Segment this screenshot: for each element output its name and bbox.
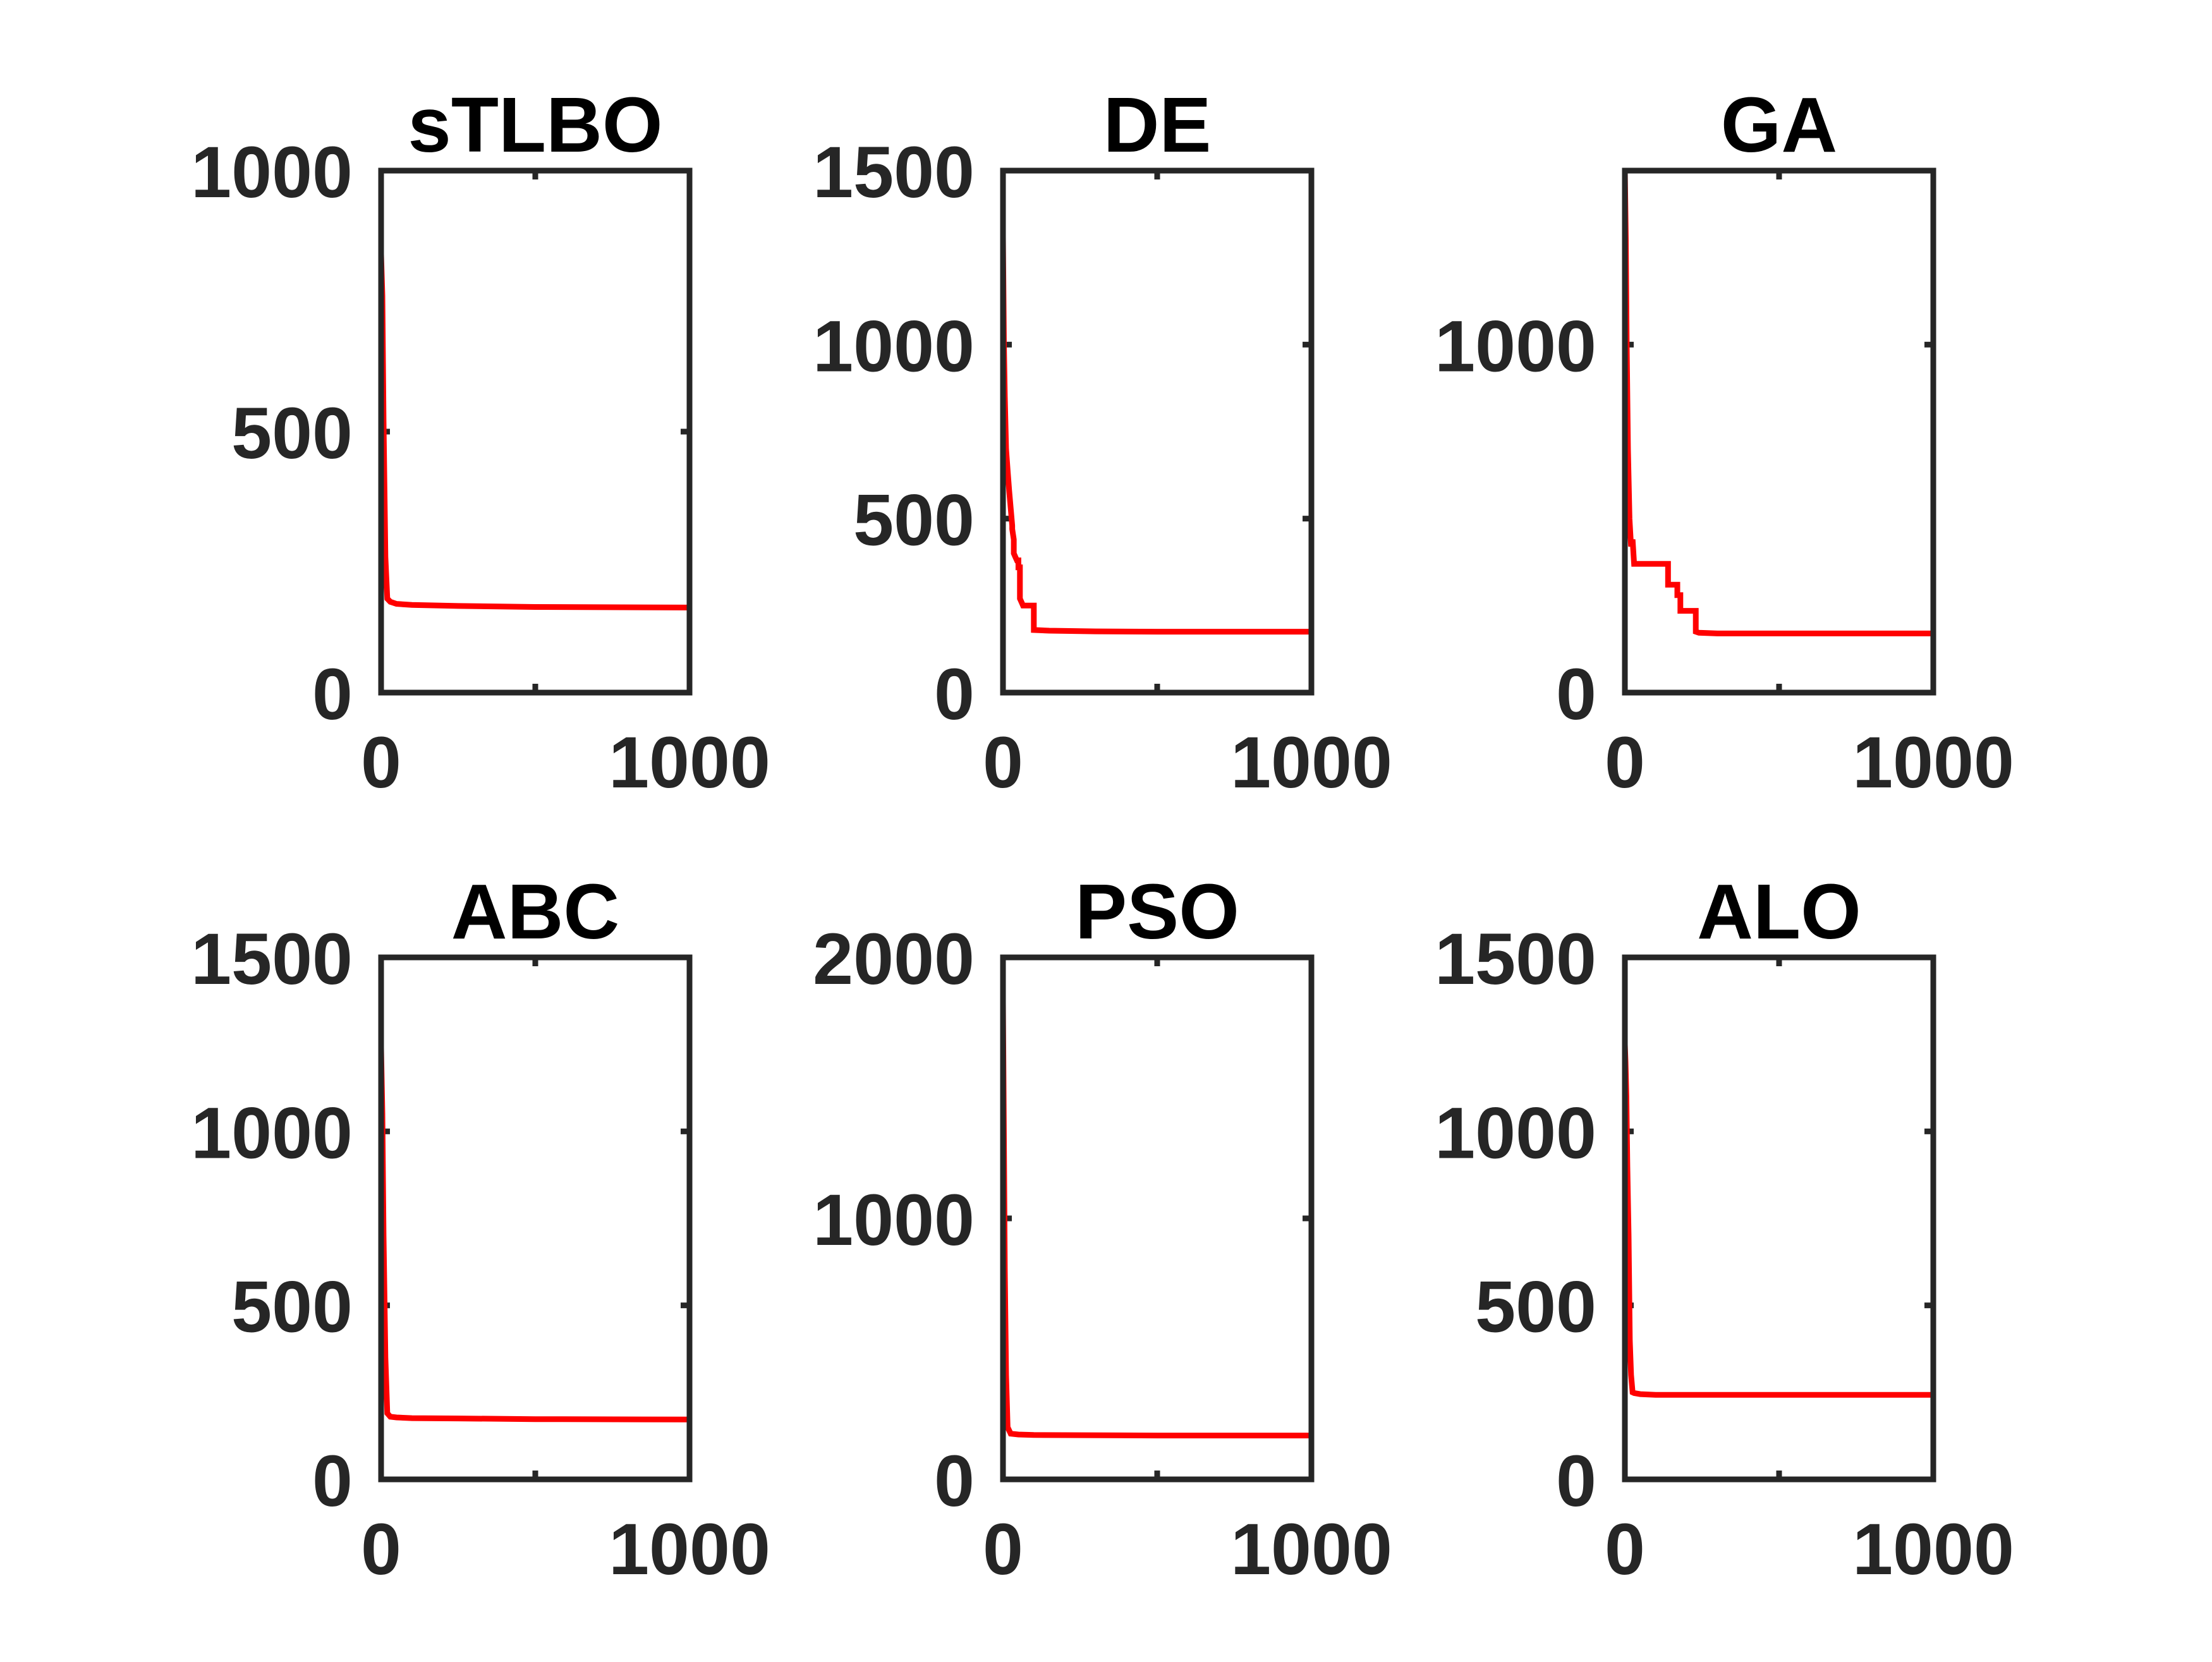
- y-tick-label: 500: [231, 393, 353, 474]
- x-tick-label: 1000: [1231, 722, 1392, 803]
- x-tick-label: 0: [983, 722, 1023, 803]
- axes-box: [1000, 167, 1315, 696]
- axes-box: [1622, 954, 1936, 1483]
- x-tick-label: 0: [361, 722, 401, 803]
- x-tick-label: 1000: [609, 722, 770, 803]
- y-tick-label: 0: [1556, 1441, 1596, 1522]
- series-line: [1000, 1002, 1311, 1439]
- tick-marks: [378, 954, 693, 1483]
- subplot-title: GA: [1721, 82, 1838, 169]
- y-tick-label: 0: [312, 1441, 353, 1522]
- x-tick-label: 1000: [1852, 1509, 2014, 1590]
- y-tick-label: 1000: [191, 132, 353, 213]
- series-line: [1622, 170, 1933, 636]
- y-tick-label: 0: [1556, 654, 1596, 735]
- y-tick-label: 0: [312, 654, 353, 735]
- subplot-stlbo: sTLBO 0 1000 0 500 1000: [191, 82, 770, 803]
- y-tick-label: 1500: [813, 132, 975, 213]
- tick-marks: [1000, 954, 1315, 1483]
- axes-box: [1000, 954, 1315, 1483]
- subplot-ga: GA 0 1000 0 1000: [1435, 82, 2014, 803]
- x-tick-label: 0: [361, 1509, 401, 1590]
- subplot-title: ABC: [451, 869, 619, 955]
- subplot-title: sTLBO: [408, 82, 662, 169]
- series-line: [378, 254, 690, 610]
- x-tick-label: 0: [1605, 1509, 1645, 1590]
- y-tick-label: 0: [934, 1441, 975, 1522]
- y-tick-label: 1000: [813, 1180, 975, 1261]
- y-tick-label: 1000: [1435, 306, 1596, 387]
- y-tick-label: 2000: [813, 919, 975, 1000]
- subplot-title: PSO: [1075, 869, 1239, 955]
- x-tick-label: 1000: [1231, 1509, 1392, 1590]
- tick-marks: [1000, 167, 1315, 696]
- series-line: [378, 1048, 690, 1422]
- y-tick-label: 500: [1475, 1267, 1596, 1348]
- y-tick-label: 500: [231, 1267, 353, 1348]
- axes-box: [378, 167, 693, 696]
- subplot-pso: PSO 0 1000 0 1000 2000: [813, 869, 1392, 1590]
- y-tick-label: 1000: [1435, 1093, 1596, 1174]
- x-tick-label: 1000: [1852, 722, 2014, 803]
- y-tick-label: 0: [934, 654, 975, 735]
- series-line: [1622, 1044, 1933, 1476]
- x-tick-label: 0: [1605, 722, 1645, 803]
- tick-marks: [1622, 171, 1936, 696]
- subplot-de: DE 0 1000 0 500 1000 1500: [813, 82, 1392, 803]
- x-tick-label: 1000: [609, 1509, 770, 1590]
- x-tick-label: 0: [983, 1509, 1023, 1590]
- y-tick-label: 1500: [1435, 919, 1596, 1000]
- subplot-alo: ALO 0 1000 0 500 1000 1500: [1435, 869, 2014, 1590]
- y-tick-label: 1000: [813, 306, 975, 387]
- axes-box: [1622, 167, 1936, 696]
- tick-marks: [378, 167, 693, 696]
- subplot-title: DE: [1103, 82, 1212, 169]
- y-tick-label: 1500: [191, 919, 353, 1000]
- series-line: [1000, 236, 1311, 635]
- y-tick-label: 1000: [191, 1093, 353, 1174]
- y-tick-label: 500: [853, 480, 975, 561]
- tick-marks: [1622, 954, 1936, 1483]
- subplot-abc: ABC 0 1000 0 500 1000 1500: [191, 869, 770, 1590]
- axes-box: [378, 954, 693, 1483]
- subplot-title: ALO: [1697, 869, 1861, 955]
